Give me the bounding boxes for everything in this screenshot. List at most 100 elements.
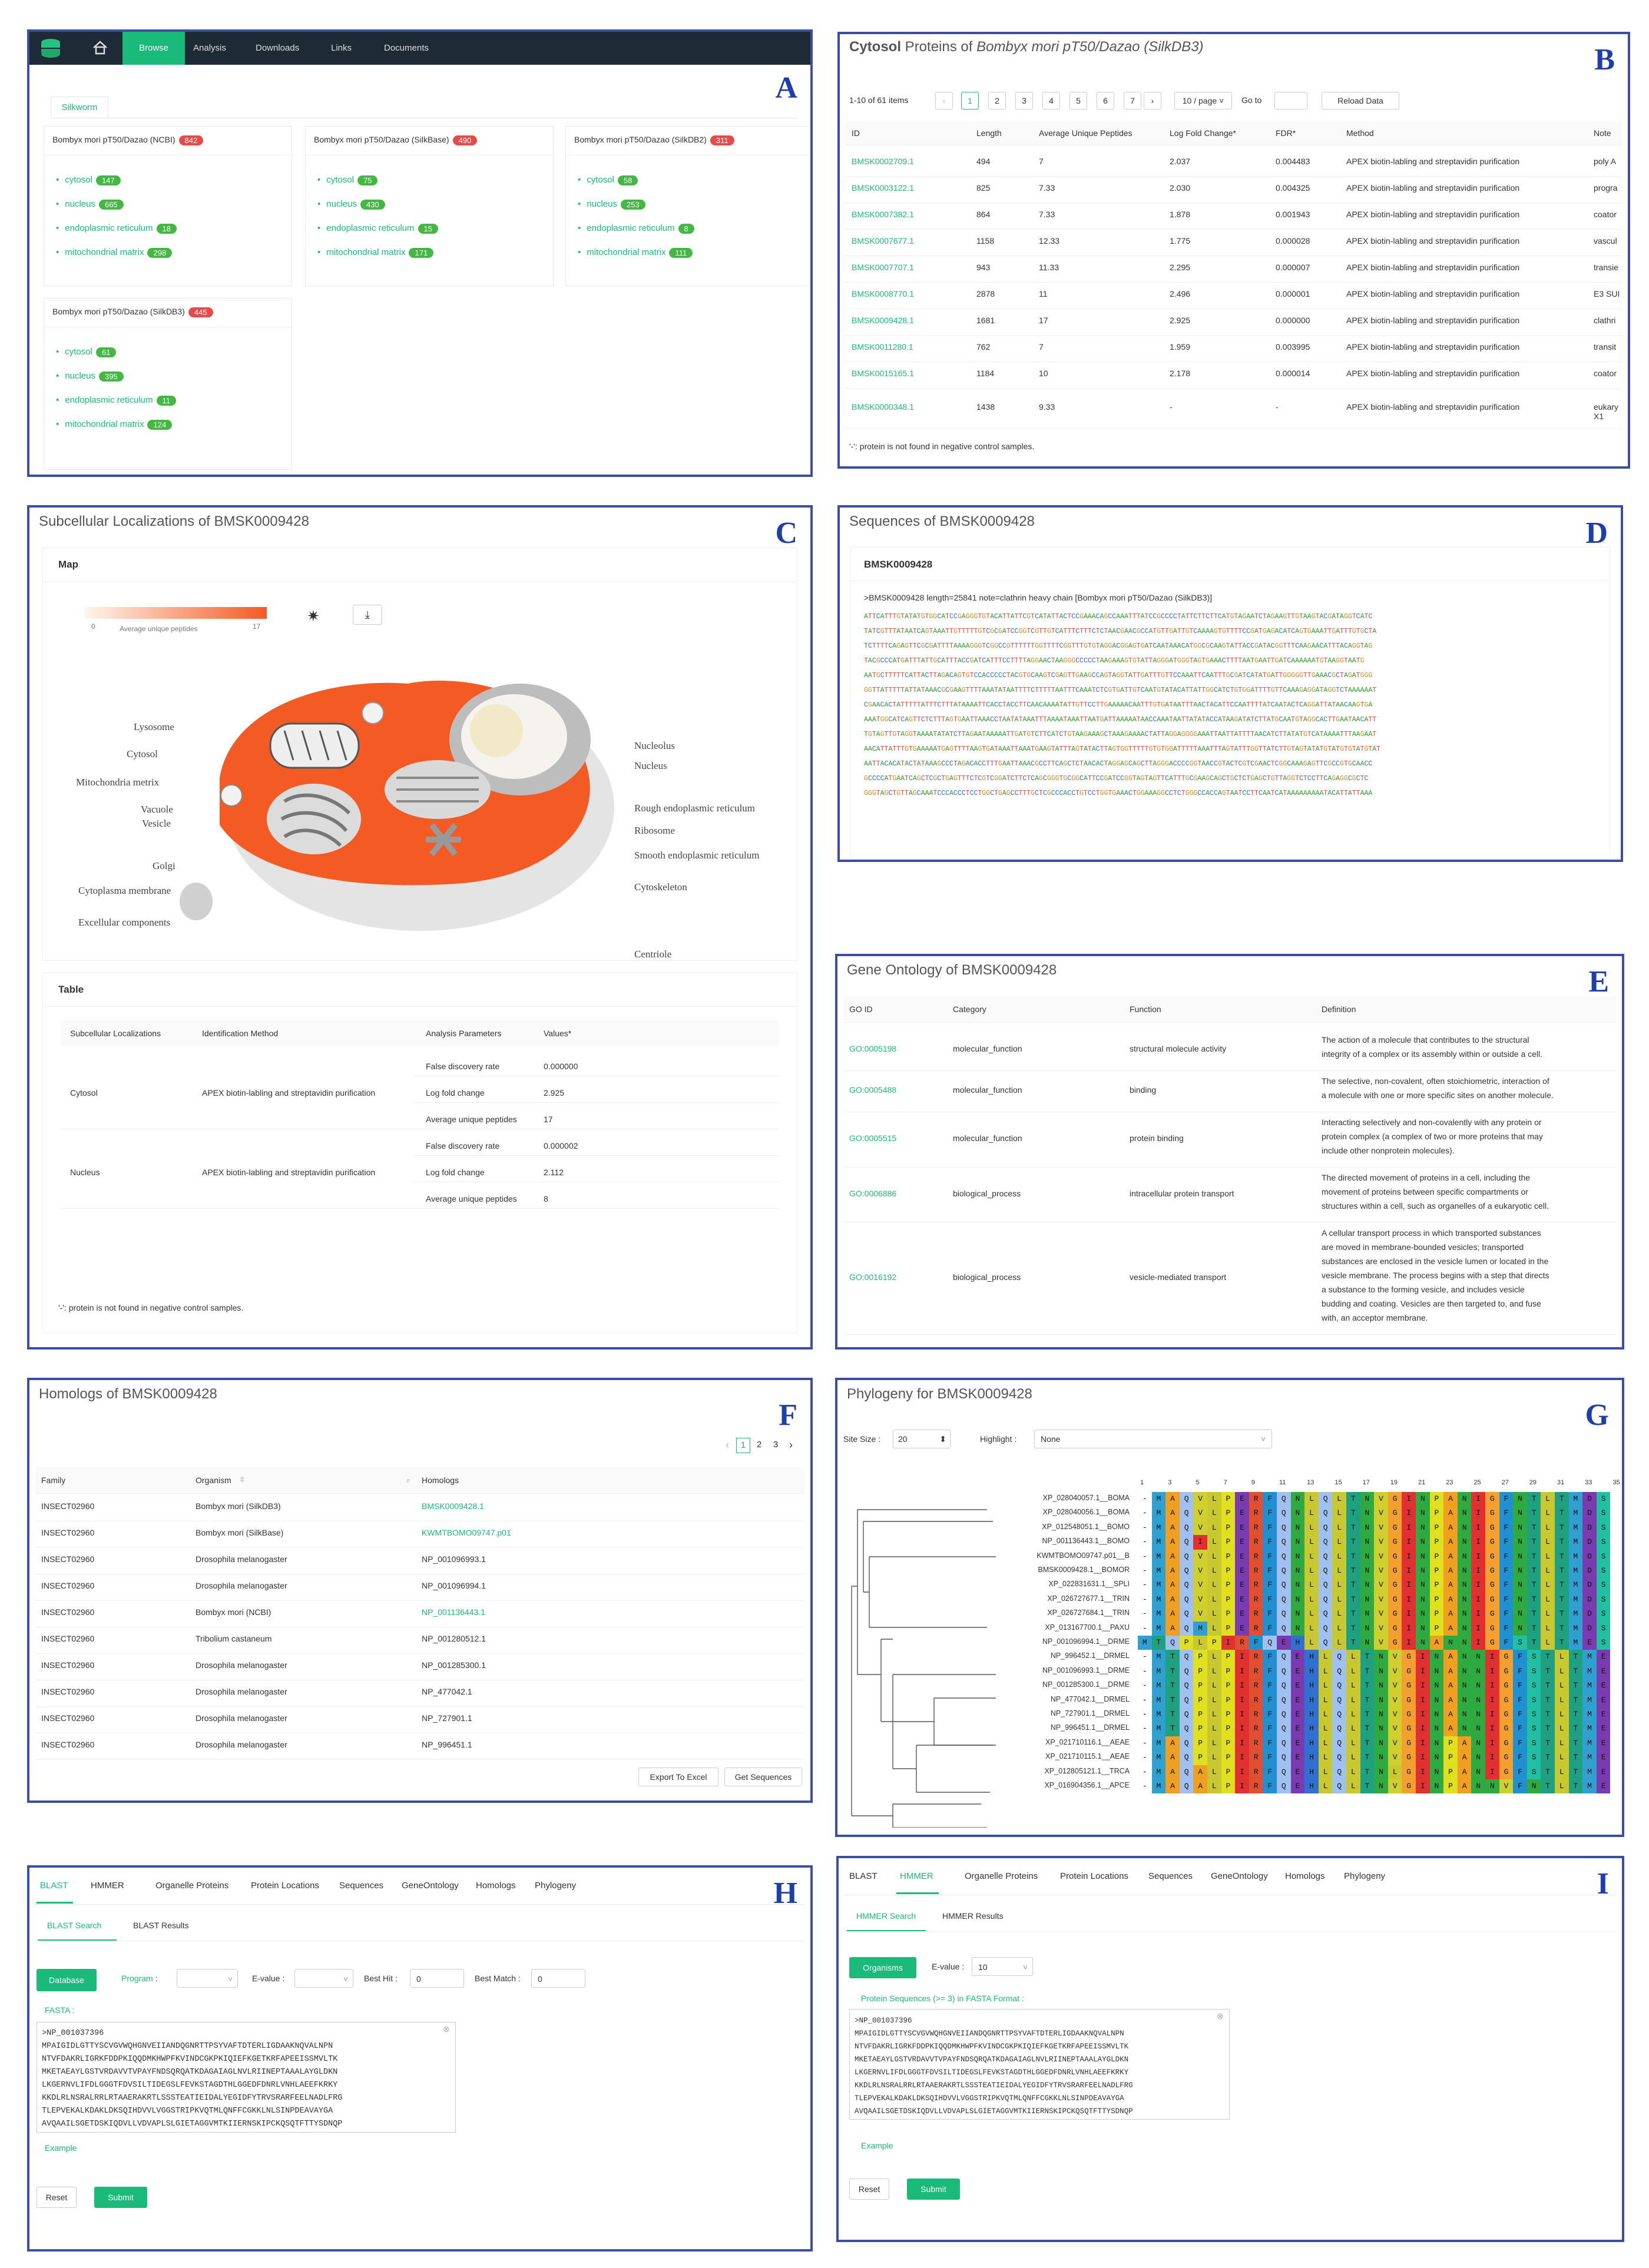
tab-hmmer[interactable]: HMMER <box>900 1871 933 1881</box>
compartment-link[interactable]: nucleus <box>587 199 617 209</box>
next-page-icon[interactable]: › <box>789 1439 793 1451</box>
page-button[interactable]: 4 <box>1042 92 1060 110</box>
page-button[interactable]: 2 <box>756 1440 762 1450</box>
nav-browse[interactable]: Browse <box>122 32 185 65</box>
subtab-search[interactable]: HMMER Search <box>856 1911 916 1921</box>
compartment-item[interactable]: • cytosol 147 <box>56 175 121 185</box>
tab-geneontology[interactable]: GeneOntology <box>402 1881 459 1891</box>
subtab-results[interactable]: HMMER Results <box>942 1911 1004 1921</box>
compartment-item[interactable]: • nucleus 665 <box>56 199 124 210</box>
nav-downloads[interactable]: Downloads <box>256 43 300 53</box>
next-page-button[interactable]: › <box>1144 92 1161 110</box>
organisms-button[interactable]: Organisms <box>849 1957 916 1978</box>
submit-button[interactable]: Submit <box>94 2187 147 2208</box>
compartment-link[interactable]: endoplasmic reticulum <box>587 223 675 233</box>
compartment-link[interactable]: endoplasmic reticulum <box>65 395 153 405</box>
go-id-link[interactable]: GO:0005515 <box>849 1133 897 1143</box>
go-id-link[interactable]: GO:0005488 <box>849 1085 897 1095</box>
compartment-link[interactable]: endoplasmic reticulum <box>65 223 153 233</box>
page-button[interactable]: 1 <box>736 1438 750 1453</box>
sequence-textarea[interactable]: >NP_001037396 MPAIGIDLGTTYSCVGVWQHGNVEII… <box>849 2009 1230 2120</box>
goto-input[interactable] <box>1274 92 1307 110</box>
protein-id-link[interactable]: BMSK0002709.1 <box>852 157 914 166</box>
prev-page-icon[interactable]: ‹ <box>726 1439 729 1451</box>
protein-id-link[interactable]: BMSK0003122.1 <box>852 183 914 193</box>
subtab-results[interactable]: BLAST Results <box>133 1921 189 1930</box>
evalue-select[interactable]: 10 ˅ <box>972 1957 1033 1976</box>
tab-homologs[interactable]: Homologs <box>476 1881 516 1891</box>
tab-protein-locations[interactable]: Protein Locations <box>1060 1871 1128 1881</box>
compartment-item[interactable]: • endoplasmic reticulum 18 <box>56 223 177 234</box>
go-id-link[interactable]: GO:0016192 <box>849 1272 897 1282</box>
best-match-input[interactable]: 0 <box>531 1969 585 1988</box>
compartment-link[interactable]: nucleus <box>326 199 357 209</box>
compartment-link[interactable]: cytosol <box>65 175 92 185</box>
clear-icon[interactable]: ⊗ <box>1217 2011 1224 2021</box>
per-page-select[interactable]: 10 / page ˅ <box>1174 92 1232 110</box>
database-button[interactable]: Database <box>37 1969 97 1991</box>
settings-icon[interactable]: ✷ <box>307 607 320 625</box>
compartment-item[interactable]: • cytosol 58 <box>578 175 638 185</box>
page-button[interactable]: 6 <box>1097 92 1114 110</box>
submit-button[interactable]: Submit <box>907 2179 960 2200</box>
compartment-link[interactable]: cytosol <box>65 347 92 357</box>
compartment-item[interactable]: • mitochondrial matrix 111 <box>578 247 693 258</box>
page-button[interactable]: 1 <box>961 92 979 110</box>
compartment-item[interactable]: • endoplasmic reticulum 11 <box>56 395 176 406</box>
sort-icon[interactable]: ⇳ <box>239 1475 246 1484</box>
nav-links[interactable]: Links <box>331 43 352 53</box>
tab-blast[interactable]: BLAST <box>849 1871 878 1881</box>
page-button[interactable]: 3 <box>773 1440 779 1450</box>
tab-organelle-proteins[interactable]: Organelle Proteins <box>155 1881 229 1891</box>
compartment-item[interactable]: • nucleus 430 <box>317 199 385 210</box>
get-sequences-button[interactable]: Get Sequences <box>724 1768 802 1786</box>
subtab-search[interactable]: BLAST Search <box>47 1921 102 1930</box>
protein-id-link[interactable]: BMSK0015165.1 <box>852 369 914 378</box>
example-link[interactable]: Example <box>45 2143 77 2153</box>
protein-id-link[interactable]: BMSK0000348.1 <box>852 402 914 412</box>
example-link[interactable]: Example <box>861 2141 893 2150</box>
compartment-link[interactable]: nucleus <box>65 199 95 209</box>
highlight-select[interactable]: None ˅ <box>1034 1430 1272 1448</box>
go-id-link[interactable]: GO:0005198 <box>849 1044 897 1053</box>
site-size-input[interactable]: 20 ⬍ <box>893 1430 951 1448</box>
protein-id-link[interactable]: BMSK0007707.1 <box>852 263 914 272</box>
program-select[interactable]: ˅ <box>177 1969 238 1988</box>
protein-id-link[interactable]: BMSK0007677.1 <box>852 236 914 246</box>
tab-blast[interactable]: BLAST <box>40 1881 68 1891</box>
evalue-select[interactable]: ˅ <box>294 1969 353 1988</box>
download-icon[interactable]: ⤓ <box>353 605 382 625</box>
homolog-id[interactable]: KWMTBOMO09747.p01 <box>422 1528 511 1537</box>
reset-button[interactable]: Reset <box>37 2187 77 2208</box>
compartment-item[interactable]: • mitochondrial matrix 298 <box>56 247 173 258</box>
compartment-link[interactable]: endoplasmic reticulum <box>326 223 415 233</box>
protein-id-link[interactable]: BMSK0008770.1 <box>852 289 914 299</box>
page-button[interactable]: 3 <box>1015 92 1033 110</box>
homolog-id[interactable]: BMSK0009428.1 <box>422 1501 484 1511</box>
nav-documents[interactable]: Documents <box>384 43 429 53</box>
tab-hmmer[interactable]: HMMER <box>91 1881 124 1891</box>
compartment-link[interactable]: mitochondrial matrix <box>587 247 666 257</box>
compartment-link[interactable]: mitochondrial matrix <box>326 247 406 257</box>
homolog-id[interactable]: NP_001136443.1 <box>422 1607 485 1617</box>
page-button[interactable]: 7 <box>1124 92 1141 110</box>
export-excel-button[interactable]: Export To Excel <box>638 1768 718 1786</box>
protein-id-link[interactable]: BMSK0009428.1 <box>852 316 914 325</box>
compartment-link[interactable]: mitochondrial matrix <box>65 419 144 429</box>
page-button[interactable]: 5 <box>1069 92 1087 110</box>
protein-id-link[interactable]: BMSK0007382.1 <box>852 210 914 219</box>
go-id-link[interactable]: GO:0006886 <box>849 1189 897 1198</box>
tab-sequences[interactable]: Sequences <box>1148 1871 1193 1881</box>
compartment-item[interactable]: • mitochondrial matrix 124 <box>56 419 173 430</box>
reset-button[interactable]: Reset <box>849 2179 889 2200</box>
compartment-item[interactable]: • nucleus 253 <box>578 199 645 210</box>
compartment-link[interactable]: mitochondrial matrix <box>65 247 144 257</box>
tab-homologs[interactable]: Homologs <box>1285 1871 1325 1881</box>
compartment-link[interactable]: cytosol <box>587 175 614 185</box>
tab-silkworm[interactable]: Silkworm <box>51 97 108 118</box>
compartment-item[interactable]: • endoplasmic reticulum 15 <box>317 223 438 234</box>
compartment-item[interactable]: • cytosol 75 <box>317 175 378 185</box>
compartment-item[interactable]: • mitochondrial matrix 171 <box>317 247 434 258</box>
tab-phylogeny[interactable]: Phylogeny <box>535 1881 577 1891</box>
home-icon[interactable] <box>92 40 108 55</box>
